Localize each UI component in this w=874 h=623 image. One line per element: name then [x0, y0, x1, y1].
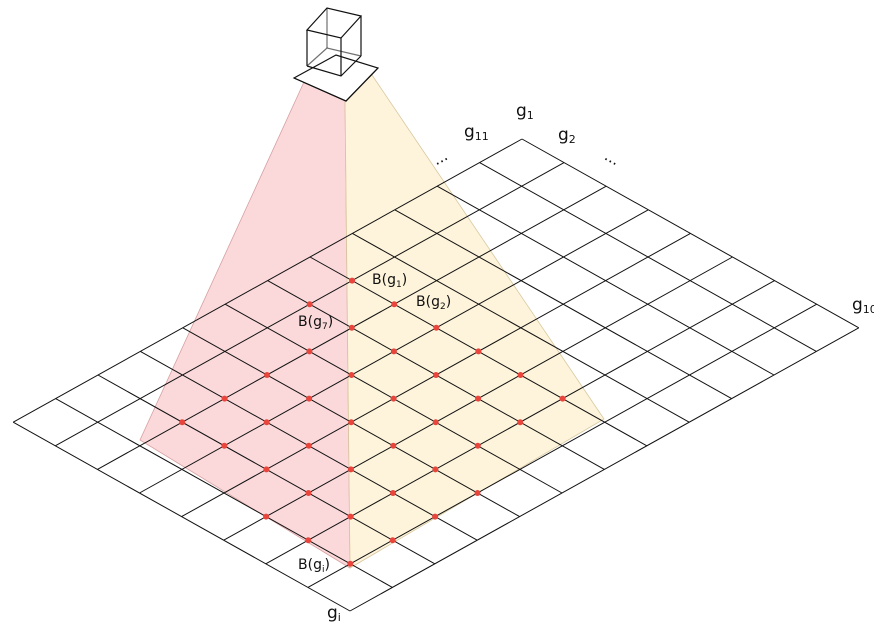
label-edge-left: g11: [464, 122, 489, 143]
sample-point: [305, 537, 312, 544]
label-corner-right: g10: [852, 295, 874, 316]
sample-point: [347, 466, 354, 473]
sample-point: [559, 395, 566, 402]
sample-point: [390, 490, 396, 496]
frustum-right-face: [344, 74, 605, 569]
grid-line: [521, 138, 860, 329]
sample-point: [263, 513, 270, 520]
sample-point: [390, 442, 397, 449]
sample-point: [432, 419, 439, 426]
grid-line: [479, 162, 817, 352]
sample-point: [475, 395, 482, 402]
sample-point: [432, 513, 439, 520]
sample-point: [348, 324, 355, 331]
camera-top-face: [305, 7, 363, 39]
grid-line: [436, 185, 775, 376]
annotation-b-g7: B(g7): [298, 314, 333, 332]
sample-point: [432, 466, 439, 473]
sample-point: [221, 442, 228, 449]
sample-point: [306, 348, 313, 355]
annotation-b-gi: B(gi): [298, 557, 330, 575]
label-edge-right: g2: [558, 125, 576, 146]
camera-base-edge: [293, 67, 379, 102]
annotation-b-g1: B(g1): [372, 272, 407, 290]
sample-point: [433, 324, 440, 331]
sample-point: [264, 372, 270, 378]
label-corner-bottom: gi: [327, 603, 341, 623]
camera-icon: [292, 7, 380, 102]
grid-line: [352, 232, 690, 423]
sample-point: [390, 395, 397, 402]
view-frustum: [139, 74, 605, 569]
grid-line: [12, 421, 351, 612]
grid-line: [55, 398, 393, 588]
sample-point: [348, 372, 355, 378]
sample-point: [263, 466, 270, 473]
sample-point: [517, 419, 524, 426]
sample-point: [306, 301, 313, 308]
sample-points: [179, 277, 566, 567]
sample-point: [221, 395, 228, 402]
sample-point: [349, 277, 356, 284]
sample-point: [475, 348, 482, 355]
sample-point: [389, 537, 396, 544]
sample-point: [347, 513, 354, 520]
sample-point: [474, 442, 481, 449]
grid-line: [394, 209, 732, 400]
sample-point: [474, 490, 481, 496]
sample-point: [517, 372, 524, 378]
sample-point: [305, 442, 312, 449]
label-corner-top: g1: [516, 101, 534, 122]
camera-bottom-edge: [306, 55, 362, 77]
sample-point: [179, 419, 186, 426]
sample-point: [305, 490, 312, 496]
annotation-b-g2: B(g2): [416, 294, 451, 312]
sample-point: [347, 560, 354, 567]
sample-point: [348, 419, 355, 426]
camera-hidden-edge: [306, 47, 362, 67]
sample-point: [306, 395, 313, 402]
sample-point: [390, 348, 397, 355]
ellipsis-right: ...: [602, 147, 623, 170]
sample-point: [391, 301, 398, 308]
sample-point: [433, 372, 439, 378]
sample-point: [263, 419, 270, 426]
